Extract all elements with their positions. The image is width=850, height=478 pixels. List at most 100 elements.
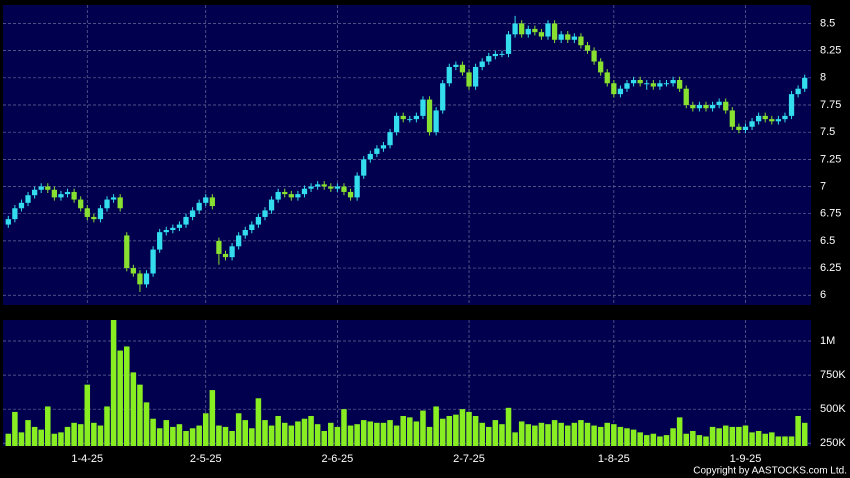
- volume-bar: [295, 421, 301, 446]
- candle-body: [163, 230, 169, 233]
- volume-bar: [262, 420, 268, 446]
- candle-body: [124, 235, 130, 269]
- candle-body: [492, 53, 498, 57]
- volume-bar: [341, 409, 347, 446]
- candle-body: [295, 194, 301, 198]
- volume-bar: [459, 409, 466, 446]
- volume-bar: [275, 416, 281, 446]
- volume-bar: [209, 390, 216, 446]
- candle-body: [354, 175, 360, 198]
- candle-body: [769, 119, 775, 122]
- candle-body: [775, 119, 782, 122]
- candle-body: [5, 219, 11, 225]
- candle-body: [157, 232, 163, 250]
- candle-body: [288, 194, 294, 198]
- volume-bar: [637, 432, 643, 446]
- candle-body: [71, 191, 77, 200]
- candle-body: [64, 191, 71, 195]
- copyright: Copyright by AASTOCKS.com Ltd.: [693, 466, 847, 477]
- candle-body: [361, 159, 367, 176]
- volume-bar: [12, 411, 18, 446]
- candle-body: [117, 197, 123, 209]
- volume-bar: [426, 426, 433, 446]
- y-tick-label: 250K: [820, 437, 846, 449]
- volume-bar: [400, 416, 406, 446]
- volume-bar: [77, 424, 84, 446]
- volume-bar: [624, 428, 630, 446]
- candle-body: [58, 194, 64, 198]
- volume-bar: [630, 429, 637, 446]
- candle-body: [663, 83, 670, 85]
- candle-body: [413, 115, 420, 120]
- y-tick-label: 500K: [820, 403, 846, 415]
- candle-body: [209, 197, 215, 207]
- candle-body: [538, 32, 545, 37]
- candle-body: [486, 56, 492, 62]
- volume-bar: [183, 431, 189, 446]
- volume-bar: [222, 426, 229, 446]
- volume-bar: [91, 422, 97, 446]
- volume-bar: [308, 416, 314, 446]
- volume-bar: [722, 425, 729, 446]
- candle-body: [347, 191, 354, 198]
- candle-body: [611, 83, 617, 95]
- x-tick-label: 2-6-25: [321, 453, 353, 465]
- volume-bar: [235, 413, 242, 446]
- volume-bar: [597, 426, 604, 446]
- volume-bar: [176, 424, 183, 446]
- volume-bar: [775, 436, 782, 446]
- candle-body: [268, 199, 275, 211]
- volume-bar: [380, 422, 387, 446]
- volume-bar: [156, 428, 163, 446]
- volume-bar: [301, 418, 308, 446]
- candle-body: [617, 88, 624, 95]
- volume-bar: [202, 413, 209, 446]
- candle-body: [545, 23, 551, 37]
- volume-bar: [466, 411, 472, 446]
- volume-bar: [170, 426, 176, 446]
- volume-bar: [25, 420, 31, 446]
- candle-body: [426, 99, 433, 133]
- volume-bar: [5, 433, 12, 446]
- volume-bar: [163, 420, 170, 446]
- candle-body: [143, 273, 150, 285]
- volume-bar: [367, 421, 374, 446]
- volume-bar: [110, 320, 117, 446]
- volume-bar: [742, 425, 749, 446]
- candle-body: [78, 199, 84, 209]
- candle-body: [802, 77, 808, 89]
- volume-bar: [242, 420, 249, 446]
- candle-body: [584, 45, 591, 51]
- candle-body: [308, 186, 314, 189]
- volume-bar: [755, 431, 762, 446]
- volume-bar: [328, 422, 334, 446]
- x-tick-label: 1-8-25: [598, 453, 630, 465]
- y-tick-label: 8.25: [820, 45, 841, 57]
- candle-body: [387, 132, 393, 146]
- volume-bar: [31, 426, 38, 446]
- volume-bar: [249, 428, 255, 446]
- candle-body: [591, 50, 597, 62]
- volume-bar: [216, 425, 222, 446]
- candle-body: [31, 189, 38, 196]
- candle-body: [762, 115, 768, 120]
- volume-bar: [538, 422, 545, 446]
- volume-bar: [611, 424, 617, 446]
- volume-bar: [795, 416, 801, 446]
- candle-body: [183, 216, 189, 225]
- candle-body: [255, 216, 262, 225]
- x-tick-label: 2-7-25: [453, 453, 485, 465]
- candle-body: [657, 83, 663, 87]
- volume-bar: [571, 422, 578, 446]
- candle-body: [25, 195, 31, 203]
- candle-body: [742, 126, 749, 130]
- candle-body: [130, 268, 136, 274]
- candle-body: [249, 224, 255, 230]
- candle-body: [262, 210, 268, 217]
- candle-body: [341, 186, 347, 192]
- candle-body: [696, 105, 703, 109]
- volume-bar: [288, 425, 295, 446]
- volume-bar: [334, 426, 341, 446]
- x-tick-label: 1-9-25: [730, 453, 762, 465]
- candle-body: [328, 186, 334, 189]
